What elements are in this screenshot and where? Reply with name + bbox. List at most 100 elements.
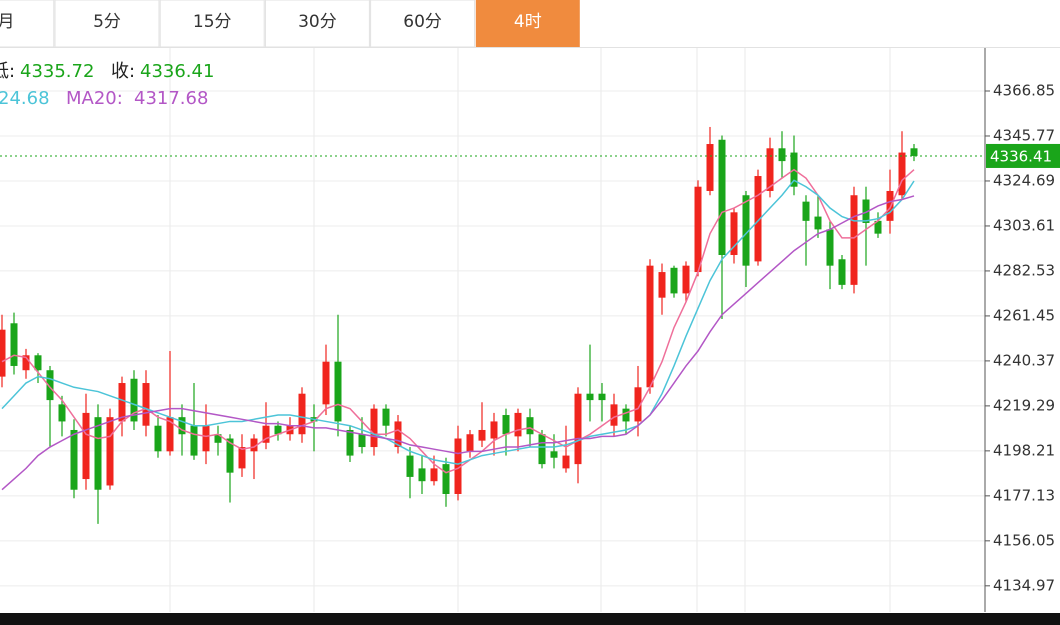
candle-body bbox=[130, 378, 138, 422]
candle-body bbox=[466, 434, 474, 452]
candle-body bbox=[214, 434, 222, 443]
ma20-label: MA20: bbox=[66, 88, 123, 109]
candle-body bbox=[334, 361, 342, 422]
candle-body bbox=[430, 468, 438, 482]
candle-body bbox=[670, 267, 678, 294]
candle-body bbox=[322, 361, 330, 405]
tab[interactable] bbox=[370, 0, 476, 48]
candle-body bbox=[694, 186, 702, 273]
y-tick-label: 4282.53 bbox=[993, 261, 1055, 279]
y-tick-label: 4324.69 bbox=[993, 171, 1055, 189]
candle-body bbox=[838, 259, 846, 285]
y-tick-label: 4240.37 bbox=[993, 351, 1055, 369]
y-tick-label: 4366.85 bbox=[993, 81, 1055, 99]
ma10-value: 24.68 bbox=[0, 88, 50, 109]
y-tick-label: 4345.77 bbox=[993, 126, 1055, 144]
candle-body bbox=[526, 417, 534, 435]
last-price-label: 4336.41 bbox=[990, 147, 1052, 165]
tab[interactable] bbox=[0, 0, 55, 48]
candle-body bbox=[106, 417, 114, 486]
tab-bar: 月 5分 15分 30分 60分 4时 bbox=[0, 0, 1060, 48]
ma-line bbox=[1, 168, 915, 474]
tab[interactable] bbox=[159, 0, 265, 48]
candle-body bbox=[586, 393, 594, 401]
tab[interactable] bbox=[264, 0, 370, 48]
candle-body bbox=[250, 438, 258, 452]
candle-body bbox=[142, 383, 150, 426]
candle-body bbox=[22, 355, 30, 371]
candle-body bbox=[682, 265, 690, 294]
candle-body bbox=[802, 201, 810, 221]
candle-body bbox=[718, 139, 726, 255]
candle-body bbox=[610, 404, 618, 426]
tab-label[interactable]: 5分 bbox=[93, 12, 121, 32]
candle-body bbox=[850, 195, 858, 285]
candle-body bbox=[274, 425, 282, 435]
y-tick-label: 4261.45 bbox=[993, 306, 1055, 324]
candle-body bbox=[82, 412, 90, 480]
candle-body bbox=[370, 408, 378, 448]
ma20-value: 4317.68 bbox=[134, 88, 208, 109]
candle-body bbox=[238, 447, 246, 469]
low-label: 低: bbox=[0, 61, 15, 82]
candle-body bbox=[622, 408, 630, 422]
candle-body bbox=[778, 148, 786, 162]
tab[interactable] bbox=[54, 0, 160, 48]
candle-body bbox=[862, 199, 870, 223]
candle-body bbox=[58, 404, 66, 422]
info-line: 低: 4335.72 收: 4336.41 24.68 MA20: 4317.6… bbox=[0, 61, 214, 109]
candle-body bbox=[502, 415, 510, 435]
ma-line bbox=[1, 195, 915, 491]
candle-body bbox=[118, 383, 126, 422]
candle-body bbox=[166, 417, 174, 452]
candle-body bbox=[826, 229, 834, 266]
y-axis-labels: 4366.85 4345.77 4324.69 4303.61 4282.53 4261.… bbox=[985, 81, 1060, 594]
candle-body bbox=[730, 212, 738, 255]
last-price-tag bbox=[986, 143, 1060, 168]
candle-body bbox=[418, 468, 426, 482]
candle-body bbox=[154, 425, 162, 452]
candle-body bbox=[202, 425, 210, 452]
candle-body bbox=[346, 429, 354, 456]
tab-label[interactable]: 月 bbox=[0, 12, 15, 32]
candle-body bbox=[646, 265, 654, 388]
y-tick-label: 4134.97 bbox=[993, 576, 1055, 594]
candle-body bbox=[814, 216, 822, 230]
candle-body bbox=[550, 451, 558, 458]
candle-body bbox=[190, 425, 198, 456]
candle-body bbox=[514, 412, 522, 437]
candle-body bbox=[910, 148, 918, 156]
candle-body bbox=[34, 355, 42, 371]
close-value: 4336.41 bbox=[140, 61, 214, 82]
tab-label[interactable]: 60分 bbox=[403, 12, 442, 32]
candle-body bbox=[490, 421, 498, 439]
candle-body bbox=[874, 220, 882, 234]
candle-body bbox=[406, 455, 414, 477]
candle-body bbox=[898, 152, 906, 196]
candle-body bbox=[742, 195, 750, 266]
y-tick-label: 4177.13 bbox=[993, 486, 1055, 504]
bottom-bar bbox=[0, 613, 1060, 625]
candle-body bbox=[382, 408, 390, 426]
tab-label[interactable]: 30分 bbox=[298, 12, 337, 32]
candle-body bbox=[262, 425, 270, 443]
candle-body bbox=[94, 417, 102, 490]
low-value: 4335.72 bbox=[20, 61, 94, 82]
candle-body bbox=[598, 393, 606, 401]
candle-body bbox=[226, 438, 234, 473]
candle-body bbox=[298, 393, 306, 435]
tab-label[interactable]: 15分 bbox=[193, 12, 232, 32]
tab[interactable] bbox=[475, 0, 580, 47]
candle-body bbox=[634, 387, 642, 422]
candle-body bbox=[886, 190, 894, 221]
candle-body bbox=[10, 323, 18, 366]
candle-body bbox=[562, 455, 570, 469]
tab-label[interactable]: 4时 bbox=[514, 12, 542, 32]
candle-body bbox=[478, 429, 486, 441]
candle-body bbox=[178, 417, 186, 435]
candle-body bbox=[766, 148, 774, 191]
candle-body bbox=[358, 434, 366, 448]
candle-body bbox=[538, 434, 546, 465]
